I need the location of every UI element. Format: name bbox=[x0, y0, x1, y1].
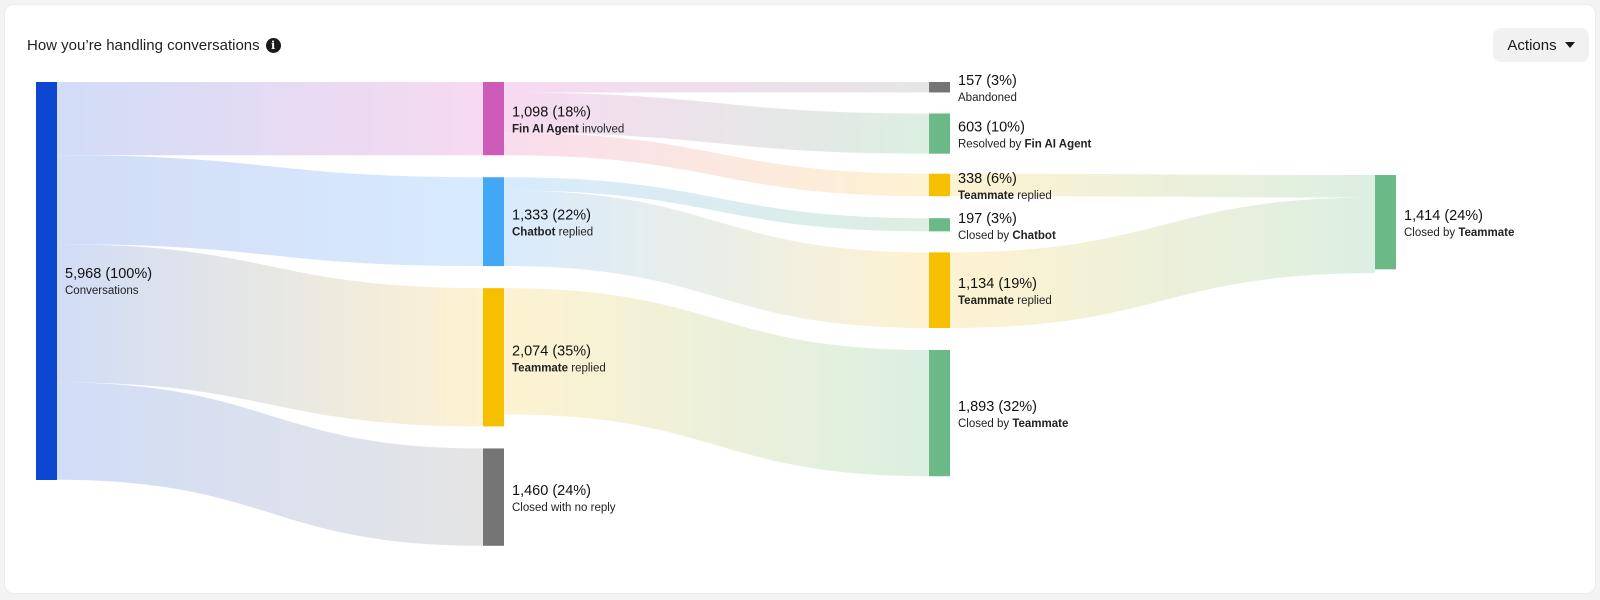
link-conversations-to-chatbot[interactable] bbox=[57, 155, 483, 267]
node-bar-closed_tm2[interactable] bbox=[1375, 175, 1396, 270]
node-bar-abandoned[interactable] bbox=[929, 82, 950, 93]
node-label-fin: Fin AI Agent involved bbox=[512, 124, 624, 136]
node-value-closed_chatbot: 197 (3%) bbox=[958, 211, 1017, 227]
nodes-layer bbox=[36, 82, 1396, 546]
node-value-teammate1: 2,074 (35%) bbox=[512, 343, 591, 359]
node-label-part-chatbot-1: replied bbox=[555, 227, 593, 239]
node-label-closed_tm2: Closed by Teammate bbox=[1404, 227, 1514, 239]
node-bar-noreply[interactable] bbox=[483, 448, 504, 546]
node-bar-fin[interactable] bbox=[483, 82, 504, 156]
node-label-part-closed_tm2-1: Teammate bbox=[1458, 227, 1514, 239]
links-layer bbox=[57, 82, 1375, 546]
labels-layer: 5,968 (100%) Conversations 1,098 (18%) Fin … bbox=[65, 73, 1514, 514]
node-label-resolved_fin: Resolved by Fin AI Agent bbox=[958, 139, 1092, 151]
caret-down-icon bbox=[1564, 42, 1575, 48]
actions-label: Actions bbox=[1507, 36, 1557, 54]
node-label-part-closed_tm1-1: Teammate bbox=[1012, 418, 1068, 430]
actions-button[interactable]: Actions bbox=[1493, 28, 1589, 62]
node-bar-tm_from_fin[interactable] bbox=[929, 173, 950, 197]
node-label-closed_tm1: Closed by Teammate bbox=[958, 418, 1068, 430]
node-label-part-abandoned-0: Abandoned bbox=[958, 92, 1017, 104]
node-value-tm_from_chatbot: 1,134 (19%) bbox=[958, 276, 1037, 292]
node-value-tm_from_fin: 338 (6%) bbox=[958, 171, 1017, 187]
node-label-part-closed_chatbot-0: Closed by bbox=[958, 230, 1012, 242]
node-bar-chatbot[interactable] bbox=[483, 177, 504, 267]
node-bar-closed_tm1[interactable] bbox=[929, 349, 950, 477]
link-conversations-to-noreply[interactable] bbox=[57, 382, 483, 546]
link-fin-to-resolved_fin[interactable] bbox=[504, 92, 929, 154]
link-chatbot-to-tm_from_chatbot[interactable] bbox=[504, 190, 929, 328]
link-tm_from_fin-to-closed_tm2[interactable] bbox=[950, 173, 1375, 198]
node-label-part-chatbot-0: Chatbot bbox=[512, 227, 556, 239]
link-chatbot-to-closed_chatbot[interactable] bbox=[504, 177, 929, 232]
node-label-part-conversations-0: Conversations bbox=[65, 285, 139, 297]
info-icon[interactable]: i bbox=[265, 38, 281, 53]
node-label-conversations: Conversations bbox=[65, 285, 139, 297]
node-label-abandoned: Abandoned bbox=[958, 92, 1017, 104]
node-value-abandoned: 157 (3%) bbox=[958, 73, 1017, 89]
node-label-part-fin-0: Fin AI Agent bbox=[512, 124, 579, 136]
node-label-noreply: Closed with no reply bbox=[512, 502, 616, 514]
node-bar-teammate1[interactable] bbox=[483, 288, 504, 427]
node-label-part-tm_from_fin-1: replied bbox=[1014, 190, 1052, 202]
node-label-part-tm_from_chatbot-1: replied bbox=[1014, 295, 1052, 307]
node-bar-conversations[interactable] bbox=[36, 82, 57, 480]
node-label-closed_chatbot: Closed by Chatbot bbox=[958, 230, 1056, 242]
node-label-part-closed_tm1-0: Closed by bbox=[958, 418, 1012, 430]
node-label-part-resolved_fin-0: Resolved by bbox=[958, 139, 1024, 151]
link-teammate1-to-closed_tm1[interactable] bbox=[504, 288, 929, 477]
node-label-part-tm_from_fin-0: Teammate bbox=[958, 190, 1014, 202]
node-label-part-teammate1-0: Teammate bbox=[512, 362, 568, 374]
node-label-part-fin-1: involved bbox=[579, 124, 624, 136]
node-label-part-teammate1-1: replied bbox=[568, 362, 606, 374]
node-label-tm_from_fin: Teammate replied bbox=[958, 190, 1052, 202]
node-bar-resolved_fin[interactable] bbox=[929, 113, 950, 154]
link-tm_from_chatbot-to-closed_tm2[interactable] bbox=[950, 197, 1375, 328]
node-label-part-closed_tm2-0: Closed by bbox=[1404, 227, 1458, 239]
node-value-closed_tm1: 1,893 (32%) bbox=[958, 399, 1037, 415]
node-label-tm_from_chatbot: Teammate replied bbox=[958, 295, 1052, 307]
node-value-resolved_fin: 603 (10%) bbox=[958, 120, 1025, 136]
node-value-chatbot: 1,333 (22%) bbox=[512, 208, 591, 224]
node-label-chatbot: Chatbot replied bbox=[512, 227, 593, 239]
chart-title-text: How you’re handling conversations bbox=[27, 37, 260, 54]
node-bar-tm_from_chatbot[interactable] bbox=[929, 252, 950, 328]
link-fin-to-tm_from_fin[interactable] bbox=[504, 132, 929, 197]
node-label-part-closed_chatbot-1: Chatbot bbox=[1012, 230, 1056, 242]
link-fin-to-abandoned[interactable] bbox=[504, 82, 929, 93]
chart-title: How you’re handling conversations i bbox=[27, 37, 281, 54]
node-label-teammate1: Teammate replied bbox=[512, 362, 606, 374]
node-value-conversations: 5,968 (100%) bbox=[65, 266, 152, 282]
node-value-noreply: 1,460 (24%) bbox=[512, 483, 591, 499]
node-label-part-tm_from_chatbot-0: Teammate bbox=[958, 295, 1014, 307]
node-value-closed_tm2: 1,414 (24%) bbox=[1404, 208, 1483, 224]
node-bar-closed_chatbot[interactable] bbox=[929, 218, 950, 232]
link-conversations-to-teammate1[interactable] bbox=[57, 244, 483, 427]
link-conversations-to-fin[interactable] bbox=[57, 82, 483, 156]
node-label-part-noreply-0: Closed with no reply bbox=[512, 502, 616, 514]
node-value-fin: 1,098 (18%) bbox=[512, 105, 591, 121]
node-label-part-resolved_fin-1: Fin AI Agent bbox=[1024, 139, 1091, 151]
